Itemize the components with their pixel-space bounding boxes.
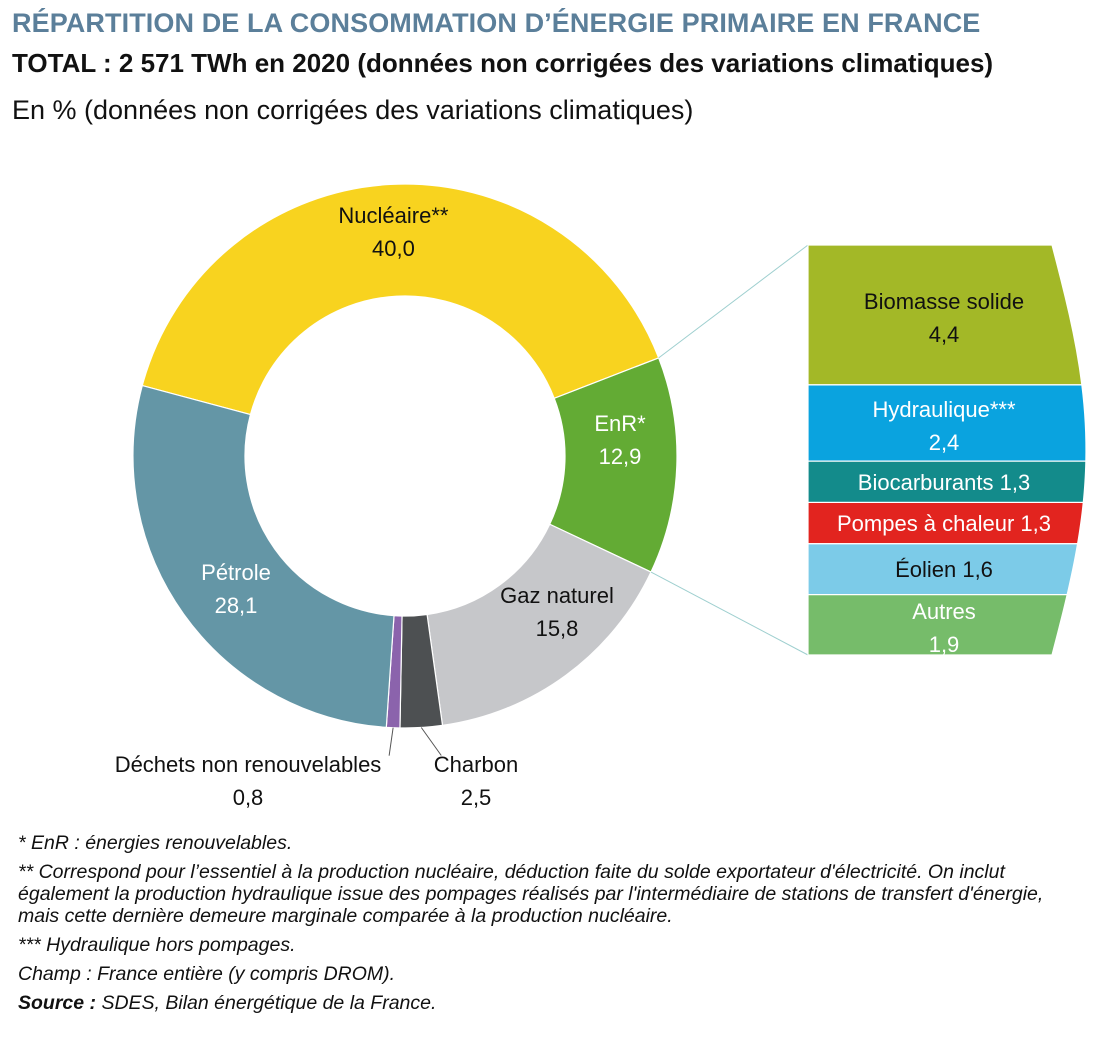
chart-title: RÉPARTITION DE LA CONSOMMATION D’ÉNERGIE…	[12, 8, 981, 38]
segment-autres-value: 1,9	[929, 632, 960, 657]
label-charbon-value: 2,5	[461, 785, 492, 810]
connector-bottom	[650, 571, 809, 656]
enr-breakdown-bar: Biomasse solide 4,4 Hydraulique*** 2,4 Bioca…	[807, 244, 1087, 657]
footnotes: * EnR : énergies renouvelables. ** Corre…	[18, 832, 1088, 1021]
footnote-enr: * EnR : énergies renouvelables.	[18, 832, 293, 854]
label-dechets-non-renouvelables-value: 0,8	[233, 785, 264, 810]
segment-autres-name: Autres	[912, 599, 976, 624]
label-petrole-name: Pétrole	[201, 560, 271, 585]
segment-biocarburants-label: Biocarburants 1,3	[858, 470, 1030, 495]
footnote-source: Source : SDES, Bilan énergétique de la F…	[18, 992, 1088, 1014]
footnote-hydro: *** Hydraulique hors pompages.	[18, 934, 296, 956]
label-gaz-naturel-value: 15,8	[536, 616, 579, 641]
segment-hydraulique-name: Hydraulique***	[872, 397, 1016, 422]
footnote-scope: Champ : France entière (y compris DROM).	[18, 963, 396, 985]
slice-petrole	[132, 384, 395, 728]
label-enr-name: EnR*	[594, 411, 646, 436]
slice-nucleaire	[141, 183, 660, 416]
source-label: Source :	[18, 992, 97, 1014]
slice-labels: Nucléaire** 40,0 EnR* 12,9 Gaz naturel 15,8 Ch…	[115, 203, 646, 810]
label-charbon-name: Charbon	[434, 752, 518, 777]
segment-hydraulique-value: 2,4	[929, 430, 960, 455]
segment-autres	[807, 594, 1068, 656]
label-enr-value: 12,9	[599, 444, 642, 469]
source-text: SDES, Bilan énergétique de la France.	[96, 992, 437, 1014]
segment-pompes-a-chaleur-label: Pompes à chaleur 1,3	[837, 511, 1051, 536]
chart-subtitle: TOTAL : 2 571 TWh en 2020 (données non c…	[12, 48, 994, 78]
segment-biomasse-solide-value: 4,4	[929, 322, 960, 347]
label-dechets-non-renouvelables-leader	[388, 727, 394, 756]
label-charbon-leader	[420, 727, 442, 756]
unit-label: En % (données non corrigées des variatio…	[12, 95, 694, 125]
label-nucleaire-value: 40,0	[372, 236, 415, 261]
segment-biomasse-solide-name: Biomasse solide	[864, 289, 1024, 314]
label-dechets-non-renouvelables-name: Déchets non renouvelables	[115, 752, 382, 777]
segment-eolien-label: Éolien 1,6	[895, 557, 993, 582]
segment-biomasse-solide	[807, 244, 1083, 386]
breakdown-connectors	[650, 244, 809, 656]
label-nucleaire-name: Nucléaire**	[338, 203, 448, 228]
footnote-nuclear: ** Correspond pour l’essentiel à la prod…	[18, 861, 1044, 927]
donut-slices	[132, 183, 678, 729]
energy-donut-chart: Biomasse solide 4,4 Hydraulique*** 2,4 Bioca…	[115, 183, 1087, 810]
label-petrole-value: 28,1	[215, 593, 258, 618]
connector-top	[658, 244, 809, 359]
label-gaz-naturel-name: Gaz naturel	[500, 583, 614, 608]
